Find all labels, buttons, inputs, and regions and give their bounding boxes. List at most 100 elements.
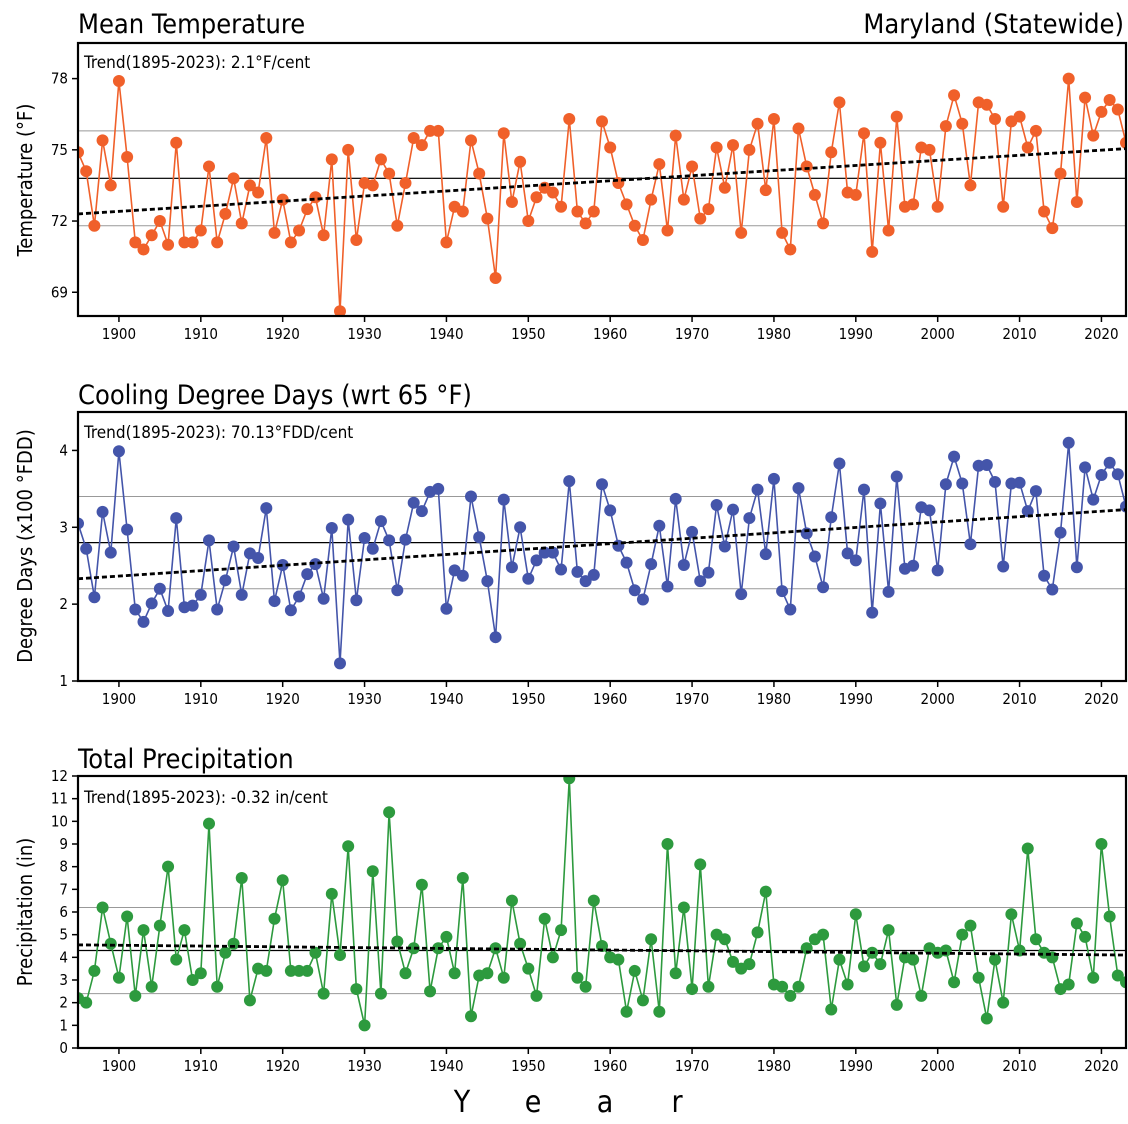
y-tick-label: 3 (59, 518, 68, 536)
x-tick-label: 1950 (511, 1057, 545, 1075)
data-point (162, 238, 175, 251)
data-point (465, 490, 477, 503)
data-point (874, 958, 887, 971)
x-tick-label: 1990 (839, 690, 873, 708)
data-point (694, 212, 707, 225)
data-point (743, 958, 756, 971)
data-point (391, 584, 404, 597)
data-point (383, 167, 396, 180)
data-point (939, 478, 952, 491)
y-tick-label: 8 (59, 858, 68, 876)
y-tick-label: 72 (51, 212, 68, 230)
plot-frame (76, 41, 1128, 318)
data-point (694, 575, 707, 588)
y-tick-label: 1 (59, 672, 68, 690)
x-axis-label: Y e a r (453, 1085, 684, 1120)
data-point (718, 181, 731, 194)
data-point (145, 229, 158, 242)
data-point (841, 547, 854, 560)
data-point (907, 559, 920, 572)
data-point (260, 964, 273, 977)
data-point (874, 497, 887, 510)
data-point (817, 928, 830, 941)
data-point (260, 502, 273, 515)
data-point (514, 937, 527, 950)
y-tick-label: 69 (51, 283, 68, 301)
data-point (727, 503, 739, 516)
data-point (80, 165, 93, 178)
data-point (1005, 908, 1018, 921)
x-axis-letter-r: r (671, 1085, 683, 1119)
data-point (546, 546, 559, 559)
data-point (727, 139, 739, 152)
data-point (415, 139, 428, 152)
data-point (153, 215, 166, 228)
data-point (645, 193, 658, 206)
data-point (718, 540, 731, 553)
data-point (1120, 976, 1126, 989)
x-axis-letter-a: a (597, 1085, 614, 1119)
x-tick-label: 1990 (839, 1057, 873, 1075)
data-point (358, 532, 371, 545)
data-point (571, 205, 584, 218)
data-point (96, 134, 109, 147)
x-tick-label: 1980 (757, 1057, 791, 1075)
data-point (350, 594, 363, 607)
cooling-degree-days-panel: Cooling Degree Days (wrt 65 °F) Trend(18… (13, 380, 1128, 708)
data-point (162, 860, 175, 873)
x-tick-label: 2000 (921, 325, 955, 343)
data-point (677, 558, 690, 571)
data-point (489, 272, 502, 285)
data-point (1038, 205, 1051, 218)
data-point (759, 184, 772, 197)
data-point (1046, 222, 1059, 235)
data-point (735, 226, 748, 239)
data-point (948, 89, 961, 102)
data-point (170, 136, 183, 149)
data-point (194, 224, 207, 237)
y-tick-label: 5 (59, 926, 68, 944)
data-point (227, 540, 240, 553)
y-tick-label: 0 (59, 1039, 68, 1057)
data-point (546, 186, 559, 199)
trend-text: Trend(1895-2023): 70.13°FDD/cent (83, 423, 353, 443)
data-point (366, 865, 379, 878)
data-point (301, 203, 314, 216)
data-point (1095, 105, 1108, 118)
data-point (989, 475, 1001, 488)
data-point (243, 994, 256, 1007)
data-point (997, 200, 1010, 213)
data-point (342, 840, 355, 853)
data-point (980, 459, 993, 472)
data-point (964, 538, 977, 551)
data-point (1046, 583, 1059, 596)
x-tick-label: 1930 (347, 325, 381, 343)
x-tick-label: 1970 (675, 690, 709, 708)
data-point (268, 226, 281, 239)
data-point (661, 224, 674, 237)
data-point (882, 224, 895, 237)
x-tick-label: 1930 (347, 690, 381, 708)
data-point (858, 483, 870, 496)
data-point (440, 236, 453, 249)
data-point (653, 519, 666, 532)
x-tick-label: 2000 (921, 1057, 955, 1075)
data-point (931, 564, 944, 577)
data-point (587, 894, 600, 907)
data-point (1079, 91, 1092, 104)
data-point (800, 160, 813, 173)
data-point (825, 146, 838, 159)
data-point (661, 580, 674, 593)
data-point (252, 186, 265, 199)
data-point (522, 962, 535, 975)
data-point (1029, 485, 1042, 498)
data-point (596, 478, 608, 491)
series-line (78, 442, 1126, 664)
data-point (915, 989, 928, 1002)
data-point (702, 566, 715, 579)
data-point (784, 603, 797, 616)
data-point (497, 493, 510, 506)
data-point (505, 196, 518, 209)
x-tick-label: 2020 (1084, 690, 1118, 708)
data-point (481, 212, 494, 225)
